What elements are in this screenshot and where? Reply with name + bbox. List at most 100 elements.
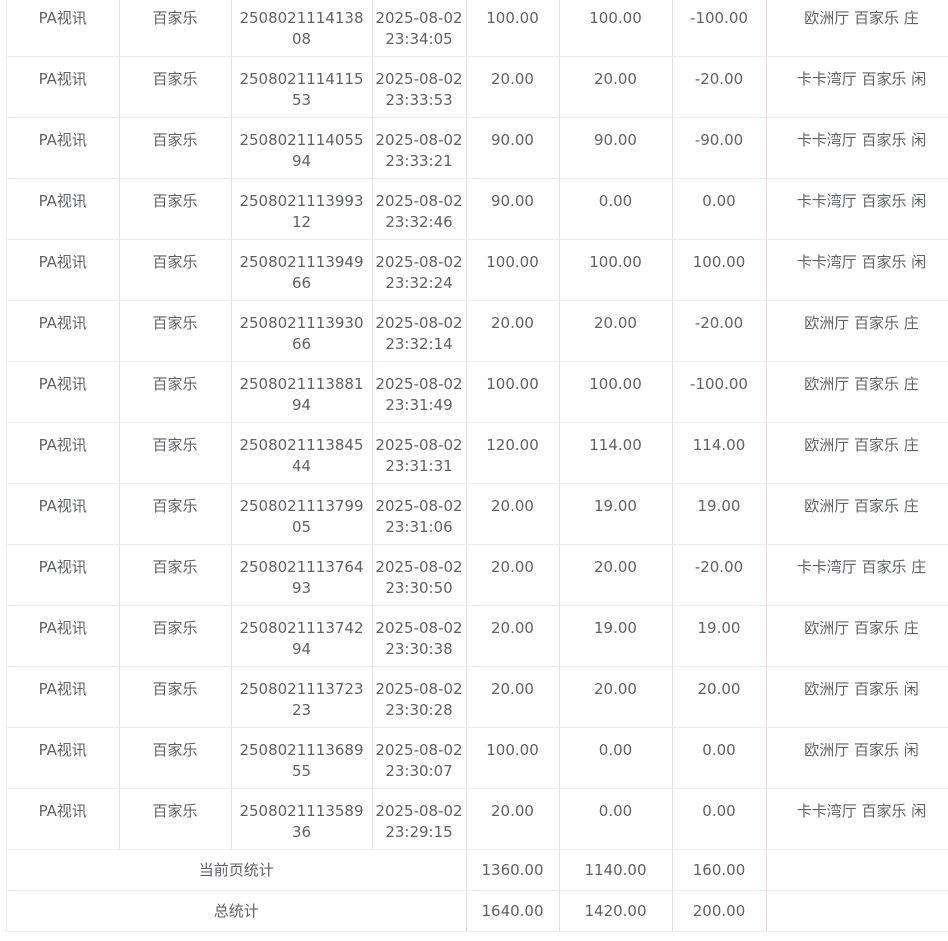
bet-detail-cell: 欧洲厅 百家乐 庄 bbox=[766, 605, 948, 667]
bet-amount-cell: 20.00 bbox=[466, 666, 560, 728]
win-loss-cell: -20.00 bbox=[672, 544, 767, 606]
valid-bet-cell: 0.00 bbox=[559, 727, 673, 789]
platform-cell: PA视讯 bbox=[7, 605, 120, 667]
bet-amount-cell: 20.00 bbox=[466, 788, 560, 850]
platform-cell: PA视讯 bbox=[7, 544, 120, 606]
page-summary-valid: 1140.00 bbox=[559, 849, 673, 891]
valid-bet-cell: 20.00 bbox=[559, 666, 673, 728]
game-cell: 百家乐 bbox=[119, 422, 232, 484]
bet-detail-cell: 卡卡湾厅 百家乐 庄 bbox=[766, 544, 948, 606]
bet-amount-cell: 100.00 bbox=[466, 0, 560, 57]
game-cell: 百家乐 bbox=[119, 239, 232, 301]
win-loss-cell: -100.00 bbox=[672, 0, 767, 57]
bet-amount-cell: 100.00 bbox=[466, 727, 560, 789]
win-loss-cell: -20.00 bbox=[672, 56, 767, 118]
page-summary-win: 160.00 bbox=[672, 849, 767, 891]
platform-cell: PA视讯 bbox=[7, 422, 120, 484]
platform-cell: PA视讯 bbox=[7, 0, 120, 57]
order-id-cell: 250802111384544 bbox=[231, 422, 373, 484]
order-id-cell: 250802111372323 bbox=[231, 666, 373, 728]
page-summary-row: 当前页统计 1360.00 1140.00 160.00 bbox=[7, 849, 948, 891]
order-id-cell: 250802111376493 bbox=[231, 544, 373, 606]
table-row: PA视讯 百家乐 250802111384544 2025-08-02 23:31:3… bbox=[7, 422, 948, 484]
game-cell: 百家乐 bbox=[119, 178, 232, 240]
bet-detail-cell: 欧洲厅 百家乐 庄 bbox=[766, 300, 948, 362]
order-id-cell: 250802111399312 bbox=[231, 178, 373, 240]
bet-amount-cell: 90.00 bbox=[466, 178, 560, 240]
valid-bet-cell: 0.00 bbox=[559, 178, 673, 240]
win-loss-cell: 0.00 bbox=[672, 788, 767, 850]
order-id-cell: 250802111374294 bbox=[231, 605, 373, 667]
platform-cell: PA视讯 bbox=[7, 178, 120, 240]
total-summary-valid: 1420.00 bbox=[559, 890, 673, 932]
bet-detail-cell: 卡卡湾厅 百家乐 闲 bbox=[766, 239, 948, 301]
game-cell: 百家乐 bbox=[119, 483, 232, 545]
win-loss-cell: 19.00 bbox=[672, 483, 767, 545]
bet-detail-cell: 卡卡湾厅 百家乐 闲 bbox=[766, 178, 948, 240]
table-row: PA视讯 百家乐 250802111399312 2025-08-02 23:32:4… bbox=[7, 178, 948, 240]
time-cell: 2025-08-02 23:31:06 bbox=[372, 483, 467, 545]
order-id-cell: 250802111368955 bbox=[231, 727, 373, 789]
order-id-cell: 250802111358936 bbox=[231, 788, 373, 850]
order-id-cell: 250802111413808 bbox=[231, 0, 373, 57]
bet-amount-cell: 20.00 bbox=[466, 483, 560, 545]
bet-detail-cell: 欧洲厅 百家乐 庄 bbox=[766, 361, 948, 423]
platform-cell: PA视讯 bbox=[7, 56, 120, 118]
platform-cell: PA视讯 bbox=[7, 300, 120, 362]
time-cell: 2025-08-02 23:29:15 bbox=[372, 788, 467, 850]
total-summary-win: 200.00 bbox=[672, 890, 767, 932]
valid-bet-cell: 20.00 bbox=[559, 56, 673, 118]
valid-bet-cell: 100.00 bbox=[559, 0, 673, 57]
bet-amount-cell: 100.00 bbox=[466, 239, 560, 301]
total-summary-empty bbox=[766, 890, 948, 932]
game-cell: 百家乐 bbox=[119, 605, 232, 667]
time-cell: 2025-08-02 23:31:49 bbox=[372, 361, 467, 423]
table-row: PA视讯 百家乐 250802111376493 2025-08-02 23:30:5… bbox=[7, 544, 948, 606]
game-cell: 百家乐 bbox=[119, 666, 232, 728]
order-id-cell: 250802111388194 bbox=[231, 361, 373, 423]
time-cell: 2025-08-02 23:30:07 bbox=[372, 727, 467, 789]
game-cell: 百家乐 bbox=[119, 788, 232, 850]
valid-bet-cell: 114.00 bbox=[559, 422, 673, 484]
win-loss-cell: 114.00 bbox=[672, 422, 767, 484]
win-loss-cell: 0.00 bbox=[672, 727, 767, 789]
bet-detail-cell: 欧洲厅 百家乐 庄 bbox=[766, 483, 948, 545]
game-cell: 百家乐 bbox=[119, 727, 232, 789]
platform-cell: PA视讯 bbox=[7, 788, 120, 850]
platform-cell: PA视讯 bbox=[7, 666, 120, 728]
game-cell: 百家乐 bbox=[119, 544, 232, 606]
table-row: PA视讯 百家乐 250802111393066 2025-08-02 23:32:1… bbox=[7, 300, 948, 362]
total-summary-row: 总统计 1640.00 1420.00 200.00 bbox=[7, 890, 948, 932]
bet-detail-cell: 欧洲厅 百家乐 庄 bbox=[766, 422, 948, 484]
table-row: PA视讯 百家乐 250802111394966 2025-08-02 23:32:2… bbox=[7, 239, 948, 301]
valid-bet-cell: 19.00 bbox=[559, 605, 673, 667]
platform-cell: PA视讯 bbox=[7, 117, 120, 179]
table-body: PA视讯 百家乐 250802111413808 2025-08-02 23:34:0… bbox=[7, 0, 948, 850]
time-cell: 2025-08-02 23:30:50 bbox=[372, 544, 467, 606]
table-row: PA视讯 百家乐 250802111358936 2025-08-02 23:29:1… bbox=[7, 788, 948, 850]
bet-detail-cell: 卡卡湾厅 百家乐 闲 bbox=[766, 117, 948, 179]
win-loss-cell: 19.00 bbox=[672, 605, 767, 667]
page-summary-label: 当前页统计 bbox=[7, 849, 467, 891]
bet-amount-cell: 120.00 bbox=[466, 422, 560, 484]
game-cell: 百家乐 bbox=[119, 300, 232, 362]
time-cell: 2025-08-02 23:31:31 bbox=[372, 422, 467, 484]
platform-cell: PA视讯 bbox=[7, 361, 120, 423]
time-cell: 2025-08-02 23:30:28 bbox=[372, 666, 467, 728]
order-id-cell: 250802111379905 bbox=[231, 483, 373, 545]
game-cell: 百家乐 bbox=[119, 117, 232, 179]
bet-amount-cell: 20.00 bbox=[466, 605, 560, 667]
valid-bet-cell: 0.00 bbox=[559, 788, 673, 850]
bet-amount-cell: 20.00 bbox=[466, 544, 560, 606]
order-id-cell: 250802111405594 bbox=[231, 117, 373, 179]
game-cell: 百家乐 bbox=[119, 0, 232, 57]
time-cell: 2025-08-02 23:33:53 bbox=[372, 56, 467, 118]
page-summary-empty bbox=[766, 849, 948, 891]
order-id-cell: 250802111394966 bbox=[231, 239, 373, 301]
bet-records-table: PA视讯 百家乐 250802111413808 2025-08-02 23:34:0… bbox=[6, 0, 948, 932]
bet-amount-cell: 90.00 bbox=[466, 117, 560, 179]
time-cell: 2025-08-02 23:30:38 bbox=[372, 605, 467, 667]
win-loss-cell: 20.00 bbox=[672, 666, 767, 728]
game-cell: 百家乐 bbox=[119, 361, 232, 423]
time-cell: 2025-08-02 23:32:14 bbox=[372, 300, 467, 362]
